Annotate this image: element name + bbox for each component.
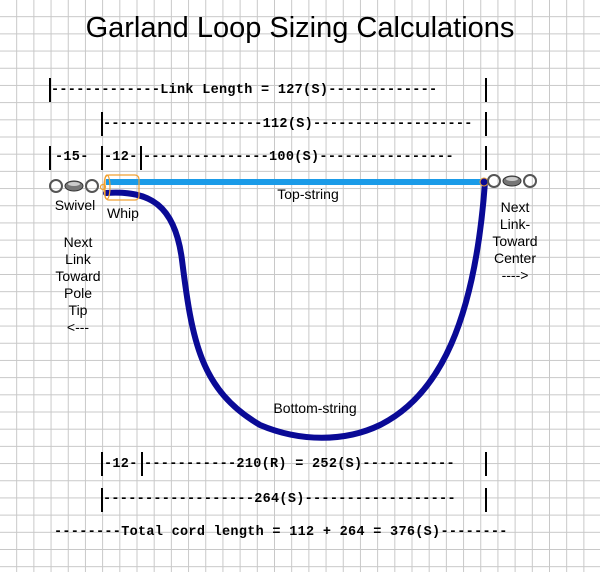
left-note: Next Link Toward Pole Tip <--- [48,234,108,336]
whip-12-dimension: -12- [104,150,138,165]
dim-tick [49,78,51,102]
left-note-line: Tip [68,302,88,318]
left-note-line: Link [65,251,91,267]
dim-tick [101,488,103,512]
dim-tick [101,112,103,136]
dim-tick [140,146,142,170]
left-note-line: <--- [66,319,90,335]
top-112-dimension: -------------------112(S)---------------… [103,117,473,132]
total-cord-length: --------Total cord length = 112 + 264 = … [54,525,508,540]
dim-tick [101,146,103,170]
left-note-line: Next [63,234,93,250]
right-note-line: ----> [501,267,529,283]
right-note-line: Center [493,250,537,266]
top-100-dimension: ---------------100(S)---------------- [143,150,454,165]
dim-tick [485,112,487,136]
bottom-210-dimension: -----------210(R) = 252(S)----------- [144,457,455,472]
dim-tick [485,452,487,476]
dim-tick [485,488,487,512]
diagram-title: Garland Loop Sizing Calculations [85,12,515,44]
dim-tick [141,452,143,476]
whip-icon [99,174,140,201]
bottom-whip-12-dimension: -12- [104,457,138,472]
left-note-line: Toward [55,268,101,284]
right-note-line: Link- [499,216,531,232]
link-length-dimension: -------------Link Length = 127(S)-------… [51,83,438,98]
dim-tick [485,78,487,102]
bottom-string-label: Bottom-string [273,400,357,416]
left-note-line: Pole [63,285,93,301]
whip-label: Whip [107,205,139,221]
right-note: Next Link- Toward Center ----> [485,199,545,284]
bottom-264-dimension: ------------------264(S)----------------… [103,492,456,507]
right-note-line: Next [500,199,530,215]
dim-tick [485,146,487,170]
swivel-label: Swivel [54,197,96,213]
dim-tick [101,452,103,476]
dim-tick [49,146,51,170]
bottom-string [103,179,488,441]
right-note-line: Toward [492,233,538,249]
swivel-right-icon [487,174,537,188]
top-string-label: Top-string [277,186,339,202]
swivel-15-dimension: -15- [55,150,89,165]
swivel-left-icon [49,179,99,193]
